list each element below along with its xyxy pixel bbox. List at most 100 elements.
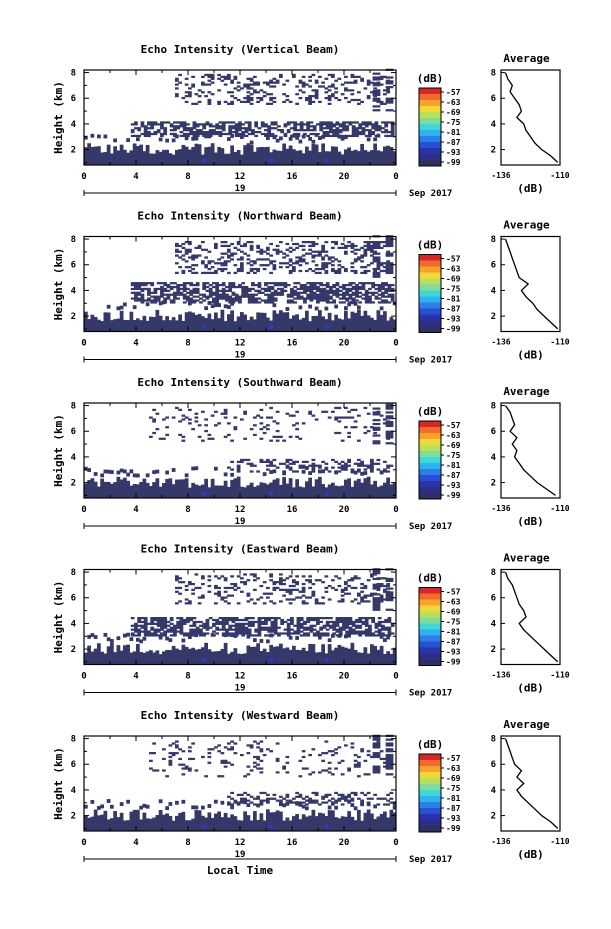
- echo-cell: [387, 130, 392, 134]
- echo-cell: [160, 285, 164, 289]
- echo-cell: [347, 592, 351, 595]
- echo-cell: [298, 256, 303, 259]
- echo-cell: [195, 630, 200, 633]
- echo-cell: [379, 577, 384, 580]
- echo-cell: [348, 282, 353, 285]
- echo-cell: [163, 127, 168, 130]
- echo-cell: [331, 579, 335, 582]
- echo-cell: [372, 587, 381, 590]
- echo-cell: [360, 464, 364, 467]
- echo-cell: [267, 129, 272, 132]
- echo-cell: [288, 602, 293, 605]
- echo-cell: [270, 634, 275, 637]
- echo-cell: [160, 295, 164, 298]
- echo-cell: [283, 134, 288, 138]
- echo-cell: [357, 439, 361, 442]
- echo-cell: [376, 310, 381, 332]
- echo-cell: [169, 618, 174, 622]
- echo-cell: [244, 295, 249, 298]
- echo-cell: [181, 811, 186, 831]
- echo-cell: [376, 740, 381, 743]
- echo-cell: [160, 132, 164, 136]
- echo-cell: [324, 87, 329, 90]
- echo-cell: [246, 793, 251, 796]
- echo-cell: [360, 590, 364, 593]
- echo-cell: [103, 481, 108, 498]
- colorbar-tick-label: -63: [446, 764, 461, 773]
- echo-cell: [363, 252, 368, 255]
- echo-cell: [184, 588, 189, 591]
- echo-cell: [293, 132, 298, 136]
- echo-cell: [308, 98, 312, 102]
- echo-cell: [329, 289, 333, 293]
- echo-cell: [262, 431, 267, 435]
- echo-cell: [324, 586, 329, 590]
- echo-cell: [358, 291, 363, 294]
- echo-cell: [347, 478, 351, 498]
- echo-cell: [192, 624, 197, 627]
- echo-cell: [351, 127, 356, 130]
- echo-cell: [288, 264, 293, 267]
- echo-cell: [234, 299, 239, 302]
- colorbar-tick-label: -99: [446, 325, 461, 334]
- echo-cell: [220, 412, 225, 415]
- echo-cell: [319, 287, 324, 291]
- avg-y-tick-label: 4: [491, 786, 497, 796]
- echo-cell: [381, 293, 385, 296]
- echo-cell: [130, 632, 135, 635]
- echo-cell: [269, 573, 273, 576]
- echo-cell: [147, 632, 151, 635]
- echo-cell: [238, 618, 242, 622]
- echo-cell: [282, 594, 286, 597]
- echo-cell: [337, 264, 342, 267]
- echo-cell: [247, 287, 252, 291]
- echo-cell: [243, 581, 247, 584]
- echo-cell: [363, 468, 368, 471]
- echo-cell: [210, 817, 215, 831]
- echo-cell: [256, 598, 260, 601]
- echo-cell: [130, 282, 135, 285]
- echo-cell: [338, 123, 343, 126]
- echo-cell: [334, 752, 338, 755]
- echo-cell: [264, 132, 268, 136]
- echo-cell: [275, 586, 280, 590]
- echo-cell: [275, 313, 280, 332]
- echo-cell: [373, 143, 377, 165]
- echo-cell: [189, 284, 194, 287]
- echo-cell: [335, 121, 340, 124]
- echo-cell: [370, 248, 374, 251]
- echo-cell: [385, 267, 394, 271]
- echo-cell: [116, 150, 121, 165]
- echo-cell: [147, 132, 151, 136]
- echo-cell: [142, 812, 147, 831]
- echo-cell: [358, 127, 363, 130]
- echo-cell: [223, 600, 228, 603]
- echo-cell: [312, 295, 317, 298]
- echo-cell: [176, 284, 181, 287]
- echo-cell: [283, 132, 288, 136]
- echo-cell: [272, 260, 277, 263]
- echo-cell: [316, 285, 320, 289]
- echo-cell: [305, 579, 309, 582]
- echo-cell: [311, 799, 316, 802]
- echo-cell: [165, 775, 169, 778]
- echo-cell: [385, 97, 394, 100]
- echo-cell: [360, 482, 364, 498]
- colorbar-swatch: [419, 493, 441, 500]
- echo-cell: [292, 470, 296, 473]
- echo-cell: [347, 302, 351, 307]
- echo-cell: [246, 485, 251, 498]
- echo-cell: [246, 600, 251, 603]
- echo-cell: [295, 795, 299, 798]
- echo-cell: [171, 742, 176, 745]
- echo-cell: [368, 295, 372, 298]
- echo-cell: [182, 282, 187, 285]
- colorbar-swatch: [419, 826, 441, 833]
- echo-cell: [325, 127, 330, 130]
- echo-cell: [178, 577, 182, 580]
- echo-cell: [153, 630, 158, 633]
- echo-cell: [231, 284, 236, 287]
- echo-cell: [308, 477, 312, 498]
- echo-cell: [372, 267, 381, 271]
- echo-cell: [350, 89, 355, 92]
